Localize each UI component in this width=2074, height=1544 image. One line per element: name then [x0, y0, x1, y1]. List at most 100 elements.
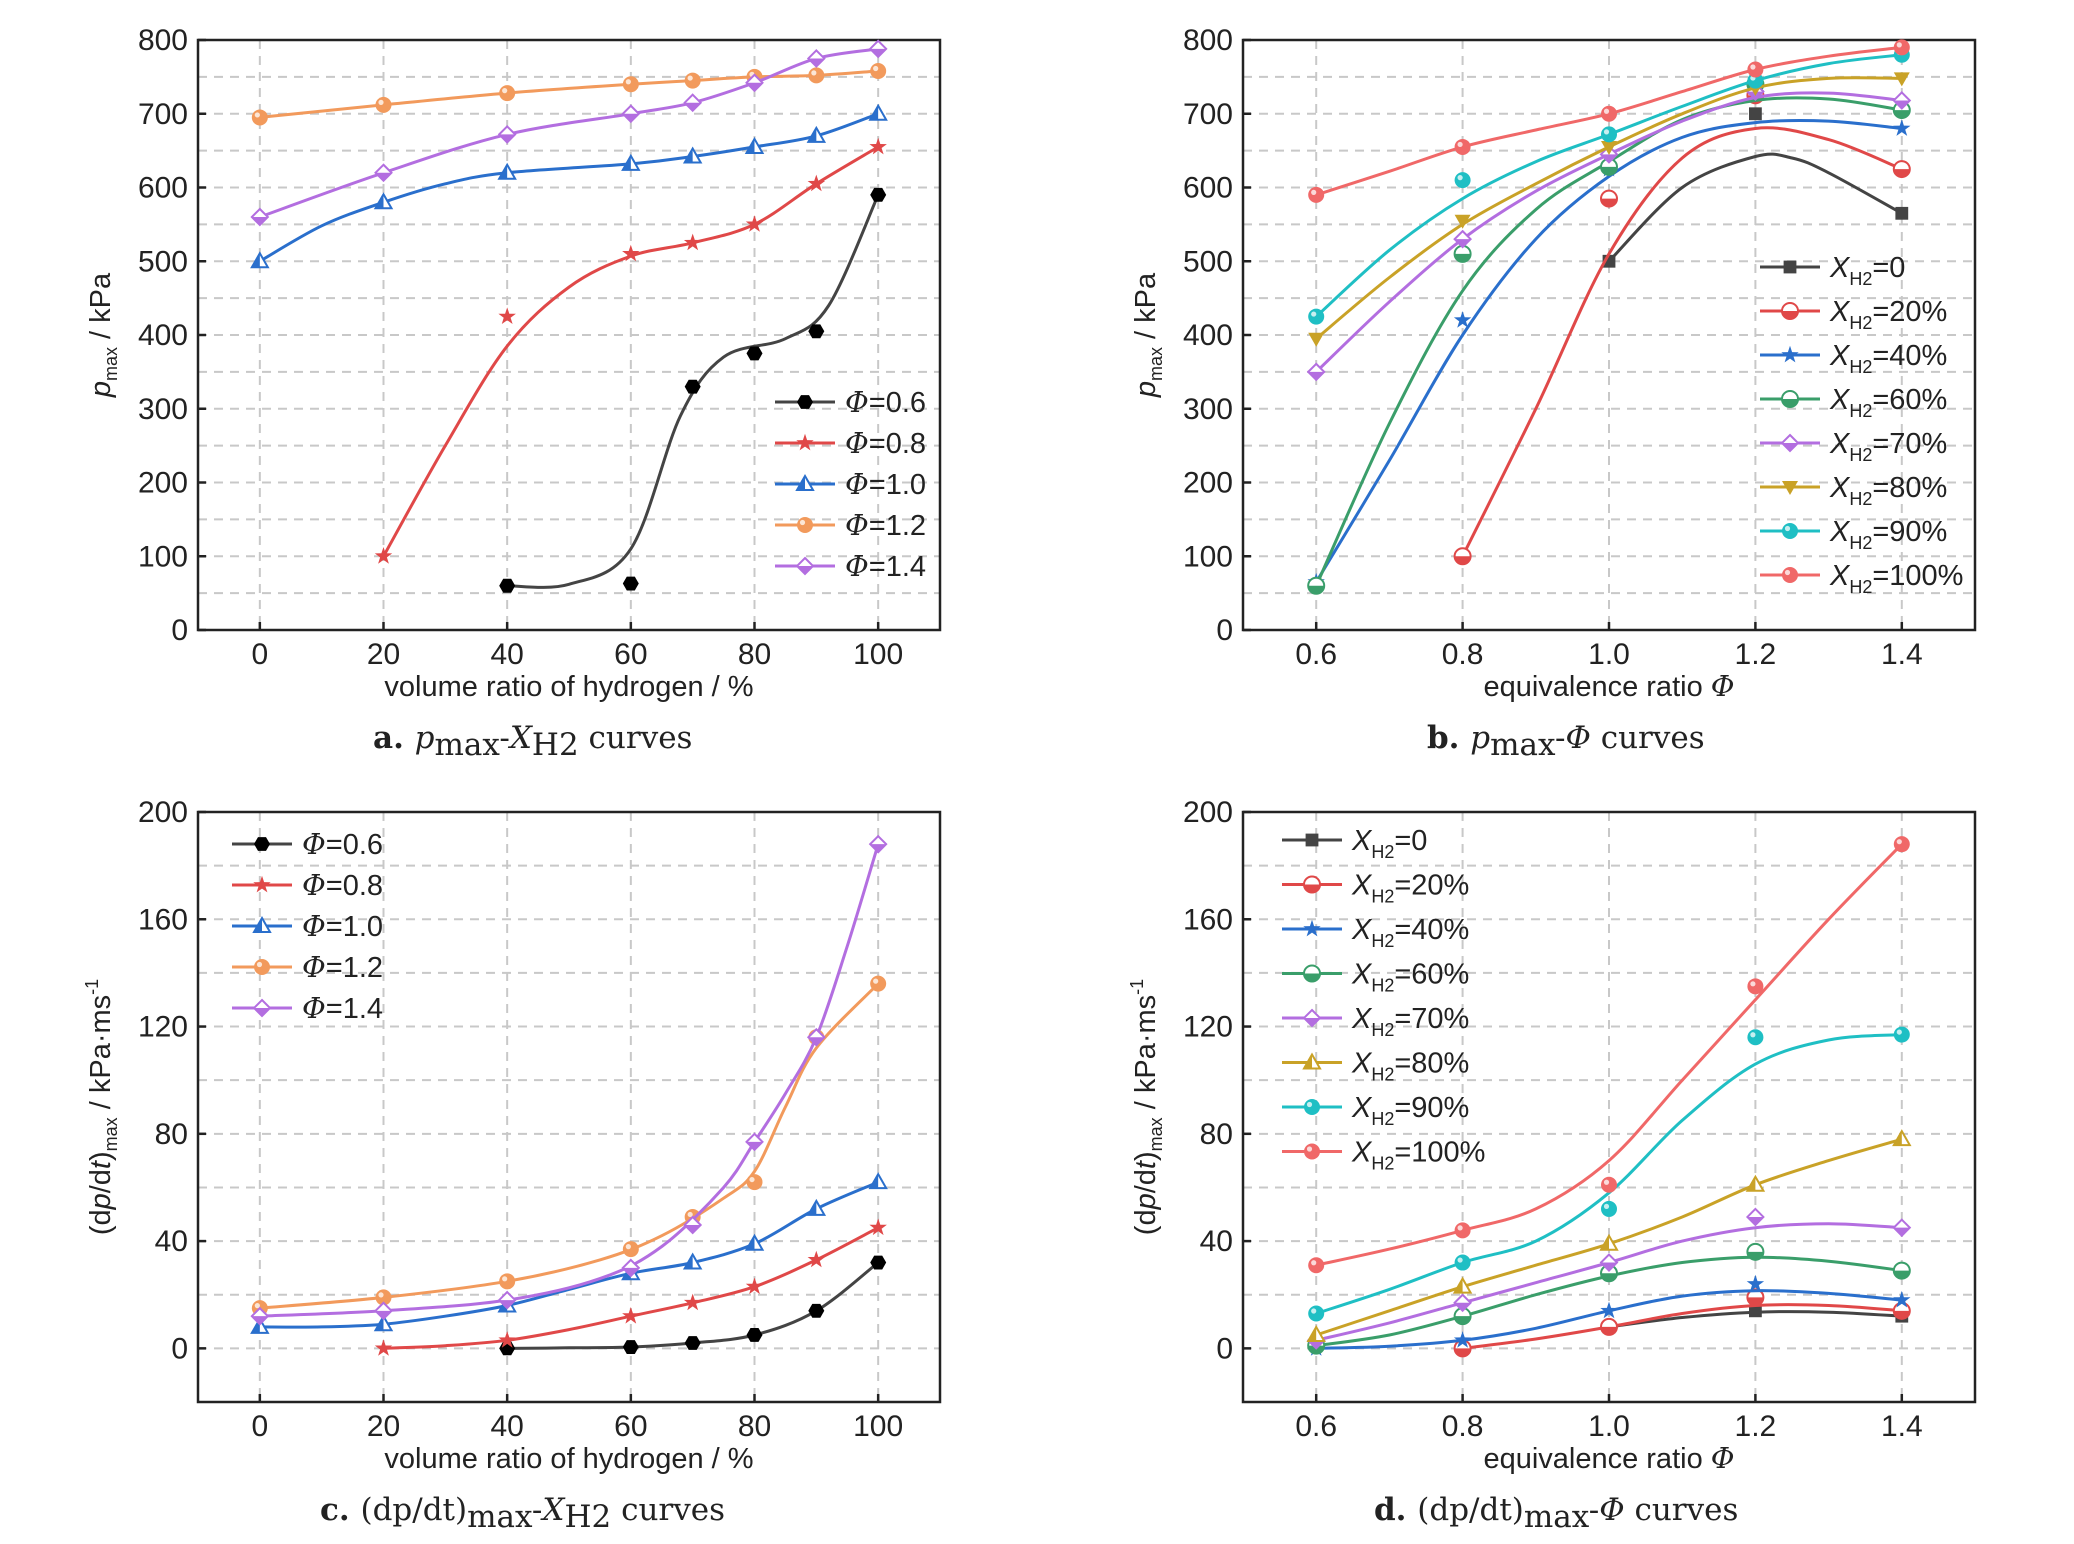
legend-label: Φ=1.2 — [845, 508, 926, 542]
series-line — [259, 112, 879, 263]
series-line — [1461, 126, 1903, 557]
legend: XH2=0 XH2=20% XH2=40% XH2=60% XH2=70% XH2=80%… — [1760, 252, 1963, 597]
data-point — [868, 1172, 888, 1190]
data-point — [373, 1314, 394, 1332]
y-axis-title: (dp/dt)max / kPa·ms-1 — [1127, 979, 1166, 1235]
series-c-2 — [250, 1172, 888, 1334]
data-point — [1749, 107, 1762, 121]
data-point — [1454, 1222, 1471, 1239]
legend-label: Φ=0.8 — [845, 426, 926, 460]
legend-label: XH2=20% — [1351, 870, 1469, 907]
legend-marker — [1304, 1099, 1320, 1115]
legend-label: XH2=70% — [1351, 1003, 1469, 1040]
y-tick-label: 200 — [1183, 467, 1233, 500]
legend-label: XH2=90% — [1351, 1092, 1469, 1129]
legend-marker — [254, 837, 270, 851]
data-point — [1893, 836, 1910, 853]
y-tick-label: 400 — [138, 319, 188, 352]
data-point — [868, 39, 888, 59]
y-tick-label: 0 — [1216, 1332, 1233, 1365]
legend-marker — [1781, 345, 1799, 363]
legend-marker — [1782, 481, 1798, 495]
data-point — [1454, 1254, 1471, 1271]
data-point — [1600, 189, 1618, 208]
legend-marker — [1303, 964, 1321, 983]
legend-marker — [1303, 875, 1321, 894]
y-tick-label: 700 — [1183, 98, 1233, 131]
data-point — [1892, 91, 1912, 110]
x-tick-label: 1.0 — [1588, 638, 1630, 671]
series-a-1 — [374, 137, 887, 564]
data-point — [1306, 1324, 1326, 1342]
y-tick-label: 0 — [171, 1332, 188, 1365]
data-point — [684, 72, 701, 89]
y-tick-label: 0 — [1216, 614, 1233, 647]
y-tick-label: 800 — [138, 24, 188, 57]
x-tick-label: 60 — [614, 638, 647, 671]
data-point — [1453, 547, 1472, 566]
y-tick-label: 600 — [138, 172, 188, 205]
x-tick-label: 1.4 — [1881, 1410, 1923, 1443]
series-b-7 — [1308, 39, 1910, 203]
data-point — [1453, 1331, 1472, 1348]
data-point — [1306, 362, 1326, 382]
data-point — [1307, 576, 1326, 595]
data-point — [744, 136, 765, 154]
data-point — [746, 1174, 763, 1191]
series-a-2 — [250, 103, 888, 269]
data-point — [1454, 214, 1471, 229]
series-line — [259, 1180, 879, 1329]
x-tick-label: 20 — [367, 1410, 400, 1443]
data-point — [1453, 244, 1472, 263]
data-point — [498, 307, 516, 324]
data-point — [1308, 1257, 1325, 1274]
data-point — [1453, 1293, 1473, 1313]
legend-label: XH2=20% — [1829, 296, 1947, 333]
data-point — [622, 76, 639, 93]
legend-marker — [1782, 523, 1798, 539]
data-point — [374, 1301, 393, 1321]
data-point — [806, 1027, 826, 1047]
data-point — [1453, 311, 1472, 328]
y-tick-label: 40 — [155, 1225, 188, 1258]
x-axis-title: volume ratio of hydrogen / % — [384, 671, 753, 703]
series-d-4 — [1306, 1207, 1912, 1350]
y-tick-label: 500 — [1183, 245, 1233, 278]
series-line — [382, 145, 879, 558]
legend-marker — [252, 998, 272, 1018]
data-point — [1893, 1290, 1911, 1308]
plot-frame — [196, 810, 942, 1404]
data-point — [374, 1339, 393, 1356]
y-tick-label: 500 — [138, 245, 188, 278]
data-point — [373, 192, 394, 210]
y-tick-label: 300 — [138, 393, 188, 426]
legend-label: Φ=1.0 — [845, 467, 926, 501]
y-tick-label: 120 — [138, 1011, 188, 1044]
data-point — [684, 1336, 701, 1350]
series-d-5 — [1306, 1129, 1912, 1342]
legend-label: XH2=90% — [1829, 516, 1947, 553]
legend-marker — [1305, 833, 1319, 847]
series-c-4 — [250, 834, 888, 1326]
data-point — [622, 244, 640, 262]
x-tick-label: 1.2 — [1735, 1410, 1777, 1443]
data-point — [374, 547, 393, 564]
data-point — [868, 103, 888, 121]
x-tick-label: 100 — [853, 1410, 903, 1443]
legend-marker — [795, 556, 815, 576]
y-tick-label: 80 — [1200, 1118, 1233, 1151]
legend-label: XH2=80% — [1351, 1048, 1469, 1085]
data-point — [808, 67, 825, 84]
data-point — [1454, 172, 1471, 189]
data-point — [374, 163, 393, 183]
series-line — [507, 194, 880, 589]
data-point — [499, 1273, 516, 1290]
y-tick-label: 0 — [171, 614, 188, 647]
y-tick-label: 120 — [1183, 1011, 1233, 1044]
series-a-3 — [251, 62, 887, 126]
x-axis-title: equivalence ratio Φ — [1483, 669, 1734, 703]
data-point — [1453, 229, 1473, 249]
data-point — [621, 153, 641, 171]
data-point — [1600, 1264, 1618, 1283]
series-c-1 — [374, 1218, 887, 1356]
